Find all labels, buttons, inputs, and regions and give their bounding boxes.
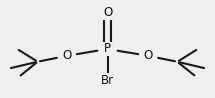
Text: O: O <box>103 6 112 19</box>
Text: O: O <box>62 49 71 62</box>
Text: P: P <box>104 43 111 55</box>
Text: O: O <box>144 49 153 62</box>
Text: Br: Br <box>101 74 114 87</box>
